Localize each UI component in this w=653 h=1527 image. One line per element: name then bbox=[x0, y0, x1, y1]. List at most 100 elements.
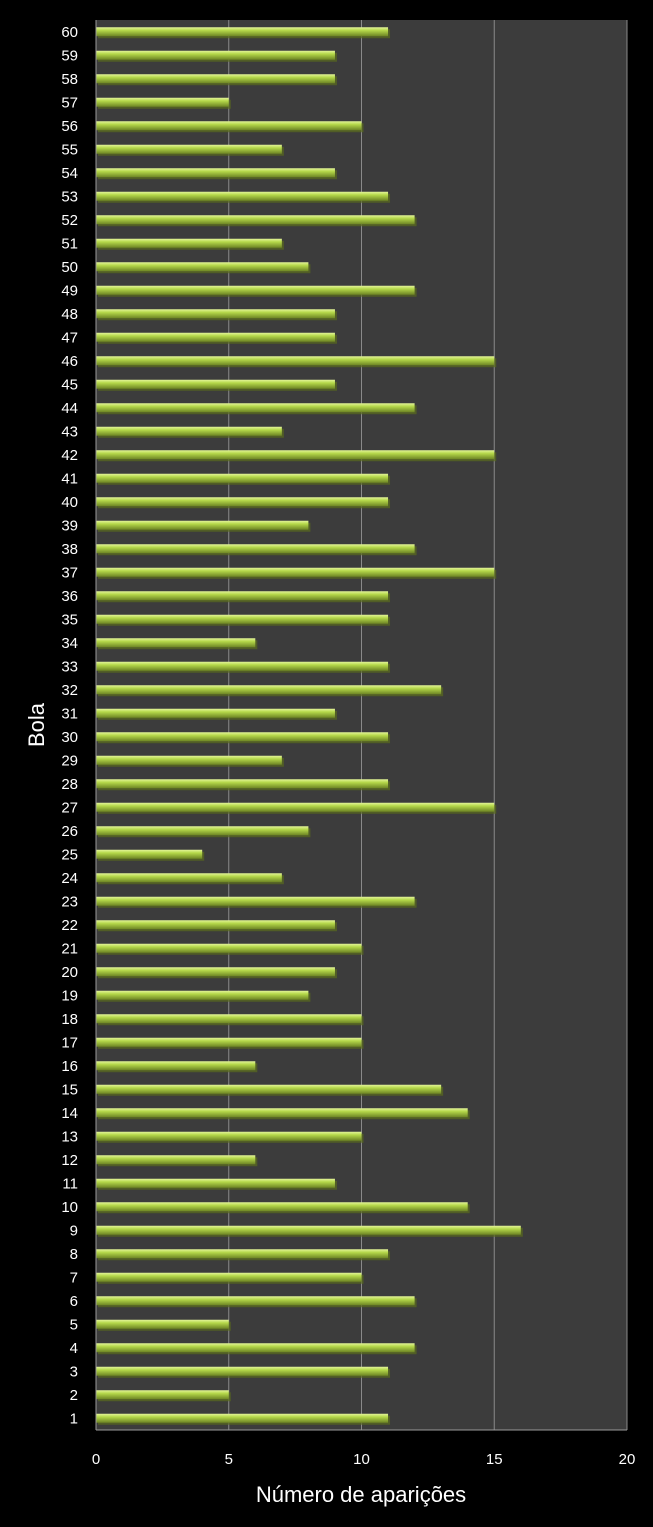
x-axis-label: Número de aparições bbox=[256, 1482, 466, 1507]
y-tick-label: 60 bbox=[61, 24, 78, 41]
x-tick-label: 15 bbox=[486, 1451, 503, 1468]
bar-23 bbox=[96, 896, 415, 906]
bar-32 bbox=[96, 685, 442, 695]
y-tick-label: 27 bbox=[61, 799, 78, 816]
y-tick-label: 51 bbox=[61, 235, 78, 252]
bar-41 bbox=[96, 473, 389, 483]
bar-4 bbox=[96, 1343, 415, 1353]
y-tick-label: 18 bbox=[61, 1011, 78, 1028]
y-tick-label: 45 bbox=[61, 376, 78, 393]
y-tick-label: 37 bbox=[61, 564, 78, 581]
y-tick-label: 11 bbox=[62, 1175, 78, 1192]
y-tick-label: 6 bbox=[70, 1293, 78, 1310]
y-tick-label: 20 bbox=[61, 964, 78, 981]
bar-38 bbox=[96, 544, 415, 554]
bar-45 bbox=[96, 379, 335, 389]
bar-26 bbox=[96, 826, 309, 836]
x-tick-label: 10 bbox=[353, 1451, 370, 1468]
y-tick-label: 2 bbox=[70, 1387, 78, 1404]
y-tick-label: 58 bbox=[61, 71, 78, 88]
bar-34 bbox=[96, 638, 256, 648]
bar-36 bbox=[96, 591, 389, 601]
y-tick-label: 14 bbox=[61, 1105, 78, 1122]
bar-20 bbox=[96, 967, 335, 977]
y-tick-label: 52 bbox=[61, 212, 78, 229]
bar-2 bbox=[96, 1390, 229, 1400]
y-tick-label: 53 bbox=[61, 188, 78, 205]
x-tick-label: 0 bbox=[92, 1451, 100, 1468]
y-tick-label: 32 bbox=[61, 682, 78, 699]
y-tick-label: 23 bbox=[61, 893, 78, 910]
bar-10 bbox=[96, 1202, 468, 1212]
bar-31 bbox=[96, 708, 335, 718]
y-tick-label: 12 bbox=[61, 1152, 78, 1169]
bar-17 bbox=[96, 1037, 362, 1047]
bar-21 bbox=[96, 943, 362, 953]
y-tick-label: 44 bbox=[61, 400, 78, 417]
bar-3 bbox=[96, 1366, 389, 1376]
bar-50 bbox=[96, 262, 309, 272]
bar-40 bbox=[96, 497, 389, 507]
y-tick-label: 26 bbox=[61, 823, 78, 840]
y-tick-label: 40 bbox=[61, 494, 78, 511]
y-tick-label: 33 bbox=[61, 658, 78, 675]
y-tick-label: 17 bbox=[61, 1034, 78, 1051]
bar-35 bbox=[96, 614, 389, 624]
y-tick-label: 36 bbox=[61, 588, 78, 605]
y-tick-label: 41 bbox=[61, 470, 78, 487]
y-tick-label: 57 bbox=[61, 94, 78, 111]
bar-5 bbox=[96, 1319, 229, 1329]
bar-19 bbox=[96, 990, 309, 1000]
bar-7 bbox=[96, 1272, 362, 1282]
y-tick-label: 5 bbox=[70, 1316, 78, 1333]
y-tick-label: 7 bbox=[70, 1269, 78, 1286]
bar-51 bbox=[96, 238, 282, 248]
bar-48 bbox=[96, 309, 335, 319]
bar-47 bbox=[96, 332, 335, 342]
y-tick-label: 1 bbox=[70, 1410, 78, 1427]
bar-29 bbox=[96, 755, 282, 765]
y-tick-label: 54 bbox=[61, 165, 78, 182]
y-tick-label: 59 bbox=[61, 47, 78, 64]
bar-44 bbox=[96, 403, 415, 413]
bar-37 bbox=[96, 567, 495, 577]
y-tick-label: 34 bbox=[61, 635, 78, 652]
y-tick-label: 56 bbox=[61, 118, 78, 135]
bar-57 bbox=[96, 97, 229, 107]
bar-53 bbox=[96, 191, 389, 201]
bar-54 bbox=[96, 168, 335, 178]
y-tick-label: 16 bbox=[61, 1058, 78, 1075]
y-tick-label: 25 bbox=[61, 846, 78, 863]
y-tick-label: 39 bbox=[61, 517, 78, 534]
y-tick-label: 13 bbox=[61, 1128, 78, 1145]
bar-60 bbox=[96, 27, 389, 37]
y-tick-label: 10 bbox=[61, 1199, 78, 1216]
bar-12 bbox=[96, 1155, 256, 1165]
bar-42 bbox=[96, 450, 495, 460]
bar-33 bbox=[96, 661, 389, 671]
y-tick-label: 50 bbox=[61, 259, 78, 276]
bar-8 bbox=[96, 1249, 389, 1259]
bar-18 bbox=[96, 1014, 362, 1024]
bar-43 bbox=[96, 426, 282, 436]
y-tick-label: 19 bbox=[61, 987, 78, 1004]
bar-59 bbox=[96, 50, 335, 60]
y-axis-label: Bola bbox=[24, 702, 49, 747]
bar-46 bbox=[96, 356, 495, 366]
bar-11 bbox=[96, 1178, 335, 1188]
y-tick-label: 55 bbox=[61, 141, 78, 158]
bar-39 bbox=[96, 520, 309, 530]
bar-56 bbox=[96, 121, 362, 131]
y-tick-label: 8 bbox=[70, 1246, 78, 1263]
bar-24 bbox=[96, 873, 282, 883]
y-tick-label: 42 bbox=[61, 447, 78, 464]
bar-55 bbox=[96, 144, 282, 154]
y-tick-label: 47 bbox=[61, 329, 78, 346]
y-tick-label: 48 bbox=[61, 306, 78, 323]
y-tick-label: 31 bbox=[61, 705, 78, 722]
bar-25 bbox=[96, 849, 203, 859]
bar-52 bbox=[96, 215, 415, 225]
y-tick-label: 35 bbox=[61, 611, 78, 628]
bar-30 bbox=[96, 732, 389, 742]
